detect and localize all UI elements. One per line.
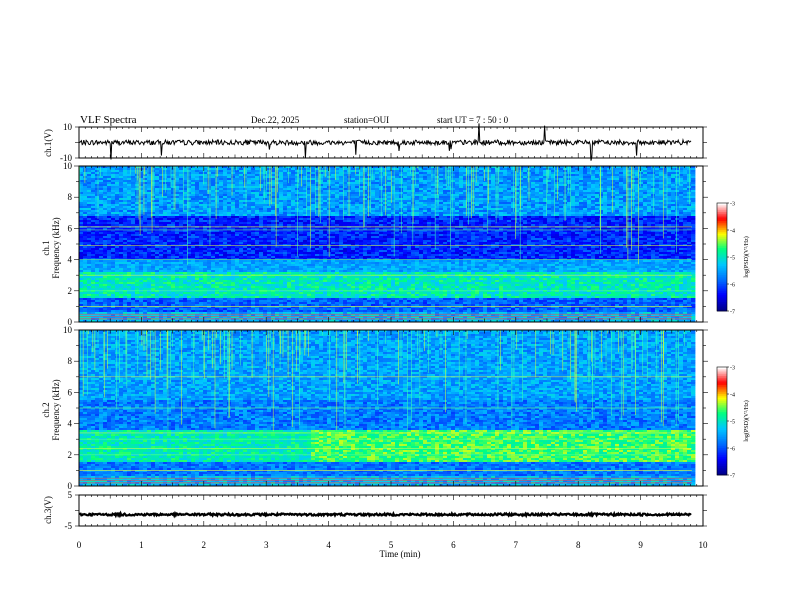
ch2-colorbar-label: log(PSD)(V²/Hz)	[743, 400, 750, 441]
colorbar-tick-label: -6	[730, 447, 735, 453]
colorbar-tick-label: -7	[730, 474, 735, 480]
ytick-label: 8	[68, 192, 73, 202]
panel-ticks-3	[75, 495, 707, 526]
colorbar-tick-label: -4	[730, 393, 735, 399]
colorbar-tick-label: -5	[730, 256, 735, 262]
xtick-label: 0	[77, 540, 82, 550]
ytick-label: 10	[63, 325, 73, 335]
ch1-spectrogram-cells	[79, 166, 695, 322]
xtick-label: 4	[326, 540, 331, 550]
xtick-label: 2	[202, 540, 207, 550]
xtick-label: 10	[699, 540, 709, 550]
panel-ytick-labels-3: 5 -5	[65, 490, 73, 531]
ch1-channel-label: ch.1	[41, 240, 51, 255]
station-label: station=OUI	[344, 115, 389, 125]
ytick-label: 10	[63, 161, 73, 171]
ch3-waveform-panel: ch.3(V) 5 -5	[43, 490, 707, 531]
xtick-label: 3	[264, 540, 269, 550]
colorbar-tick-label: -4	[730, 229, 735, 235]
ch1-frequency-label: Frequency (kHz)	[51, 217, 61, 278]
xtick-label: 6	[451, 540, 456, 550]
time-axis: Time (min) 0 1 2 3 4 5 6 7 8 9 10	[77, 540, 708, 559]
ch3-ylabel: ch.3(V)	[43, 496, 53, 524]
panel-ytick-labels-0: 10-10	[60, 122, 73, 163]
ytick-label: 4	[68, 419, 73, 429]
xtick-label: 8	[576, 540, 581, 550]
ch2-colorbar: log(PSD)(V²/Hz) -3 -4 -5 -6 -7	[717, 366, 750, 480]
start-ut-label: start UT = 7 : 50 : 0	[437, 115, 509, 125]
ytick-label: 4	[68, 255, 73, 265]
ch1-ylabel: ch.1(V)	[43, 129, 53, 157]
ytick-label: 6	[68, 387, 73, 397]
ch1-colorbar-label: log(PSD)(V²/Hz)	[743, 236, 750, 277]
ch2-frequency-label: Frequency (kHz)	[51, 379, 61, 440]
colorbar-tick-label: -3	[730, 202, 735, 208]
xtick-label: 1	[139, 540, 144, 550]
date-label: Dec.22, 2025	[251, 115, 300, 125]
ytick-label: 5	[68, 490, 73, 500]
ch1-colorbar: log(PSD)(V²/Hz) -3 -4 -5 -6 -7	[717, 202, 750, 316]
ch2-channel-label: ch.2	[41, 402, 51, 417]
colorbar-tick-label: -3	[730, 366, 735, 372]
colorbar-tick-label: -5	[730, 420, 735, 426]
colorbar-tick-label: -7	[730, 310, 735, 316]
time-axis-label: Time (min)	[380, 549, 421, 559]
ytick-label: 2	[68, 286, 73, 296]
xtick-label: 9	[638, 540, 643, 550]
ch1-waveform-panel: ch.1(V) 10-10	[43, 122, 707, 163]
figure-title: VLF Spectra	[80, 114, 137, 126]
ytick-label: -5	[65, 521, 73, 531]
xtick-label: 7	[514, 540, 519, 550]
ytick-label: 6	[68, 223, 73, 233]
ytick-label: 8	[68, 356, 73, 366]
colorbar-tick-label: -6	[730, 283, 735, 289]
ytick-label: 2	[68, 450, 73, 460]
ch3-waveform-trace	[79, 513, 691, 515]
ytick-label: 10	[63, 122, 73, 132]
xtick-label: 5	[389, 540, 394, 550]
